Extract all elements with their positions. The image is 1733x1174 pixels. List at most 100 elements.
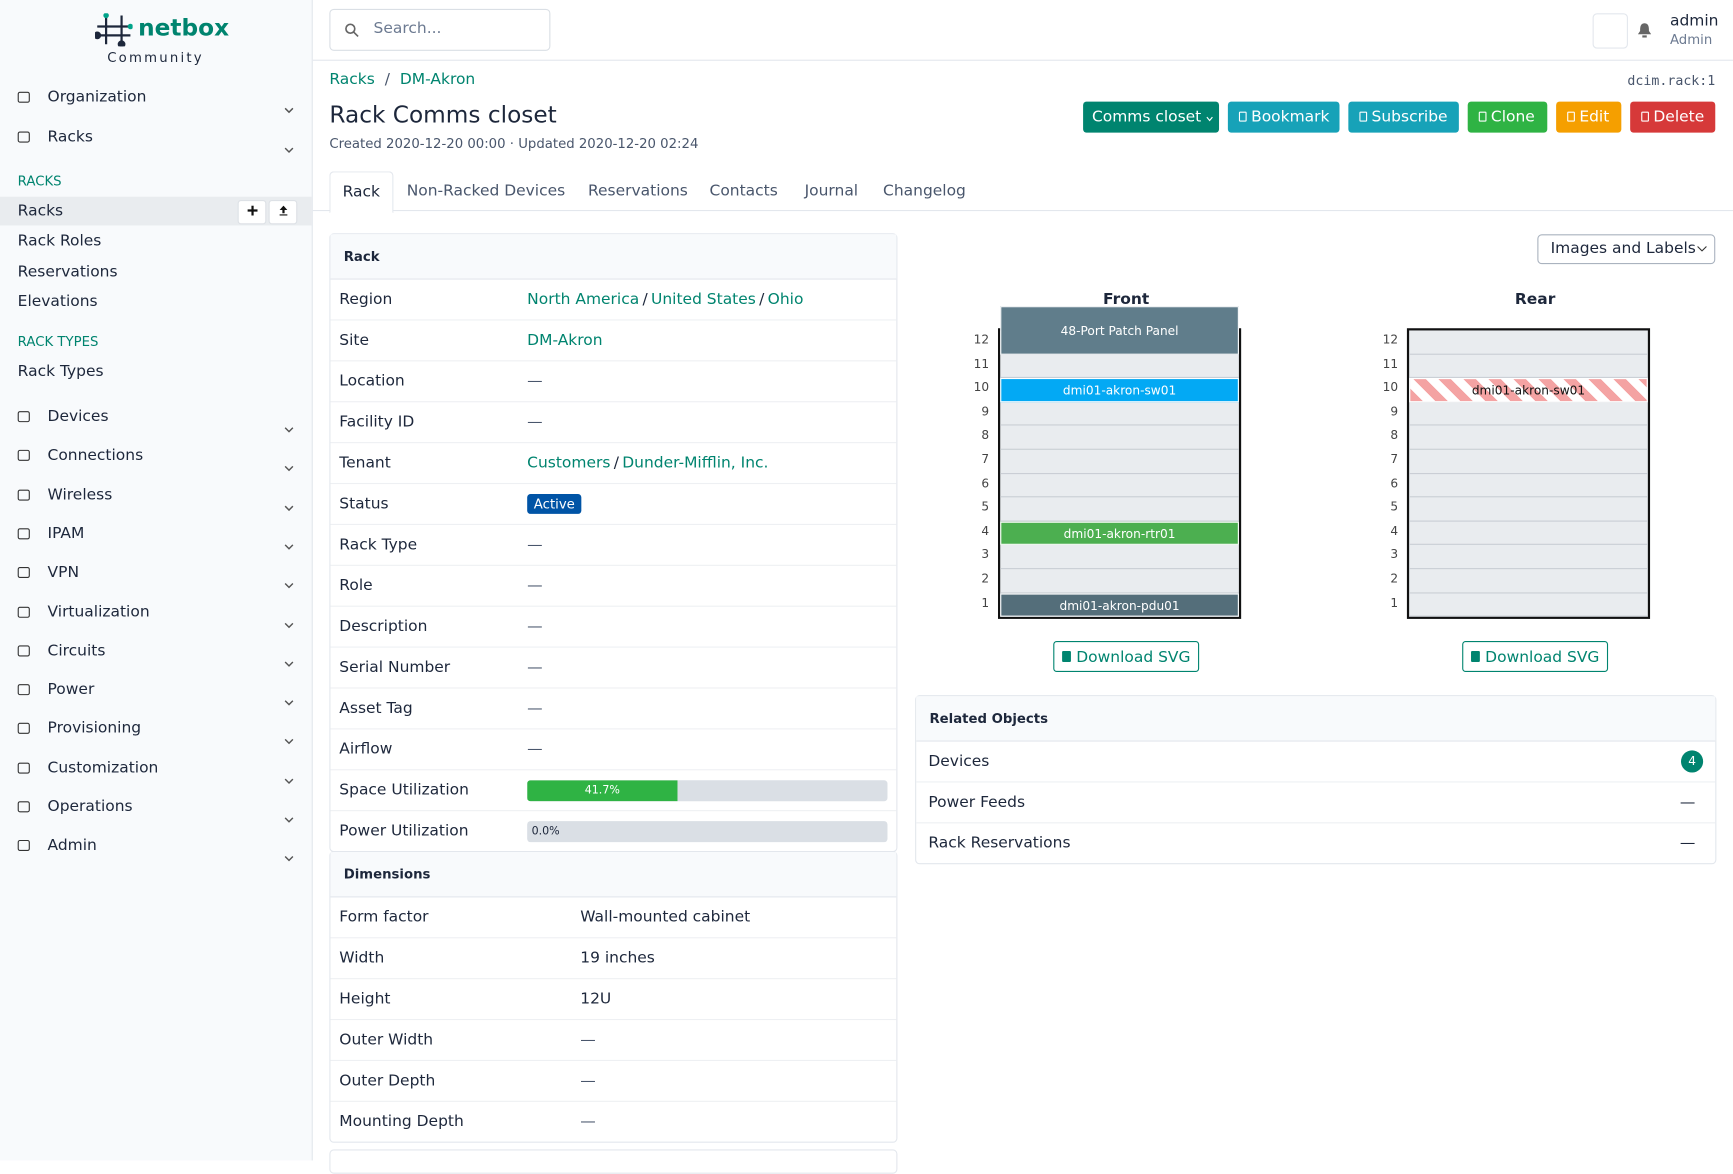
menu-item[interactable]: Connections: [0, 439, 312, 472]
user-name[interactable]: admin: [1669, 12, 1719, 30]
menu-icon: [17, 528, 30, 540]
button-icon: [1478, 111, 1487, 122]
menu-label: Racks: [47, 128, 93, 146]
menu-item[interactable]: Operations: [0, 790, 312, 823]
row-value: —: [527, 729, 542, 769]
bell-icon[interactable]: [1637, 22, 1652, 38]
value-link[interactable]: North America: [527, 290, 640, 309]
action-button[interactable]: Bookmark: [1227, 101, 1340, 133]
menu-chevron: [284, 724, 294, 757]
menu-item[interactable]: Virtualization: [0, 595, 312, 628]
value-link[interactable]: United States: [651, 290, 756, 309]
download-button[interactable]: Download SVG: [1462, 641, 1609, 672]
tab[interactable]: Changelog: [883, 182, 966, 201]
action-button[interactable]: Subscribe: [1348, 101, 1459, 133]
search-icon: [345, 23, 359, 38]
rack-device[interactable]: dmi01-akron-rtr01: [1000, 521, 1239, 546]
menu-chevron: [284, 841, 294, 874]
user-role: Admin: [1669, 32, 1713, 48]
tab[interactable]: Contacts: [709, 182, 778, 201]
unit-number: 6: [981, 475, 990, 491]
row-value: —: [527, 525, 542, 565]
panel-row: Facility ID —: [330, 402, 897, 444]
theme-toggle[interactable]: [1592, 13, 1628, 49]
row-label: Space Utilization: [339, 781, 469, 800]
chevron: [284, 505, 294, 511]
value-link[interactable]: DM-Akron: [527, 331, 603, 350]
menu-item[interactable]: Power: [0, 673, 312, 706]
row-value: Wall-mounted cabinet: [580, 897, 750, 937]
chevron: [284, 466, 294, 472]
plus-icon: [247, 205, 257, 216]
action-button[interactable]: Clone: [1467, 101, 1548, 133]
button-label: Edit: [1579, 108, 1610, 126]
tab-line: [312, 209, 1733, 212]
row-value: Active: [527, 484, 582, 524]
value-link[interactable]: Customers: [527, 454, 611, 472]
tab[interactable]: Non-Racked Devices: [406, 182, 566, 201]
separator: /: [384, 70, 390, 89]
tab[interactable]: Rack: [329, 171, 394, 214]
menu-label: Devices: [47, 407, 109, 426]
row-label[interactable]: Devices: [928, 752, 990, 771]
menu-item[interactable]: Provisioning: [0, 712, 312, 745]
unit-number: 8: [981, 428, 990, 443]
panel-row: Serial Number —: [330, 648, 897, 689]
menu-icon: [17, 567, 30, 579]
view-select[interactable]: Images and Labels: [1537, 234, 1716, 265]
unit-slot: [1409, 354, 1648, 379]
menu-item[interactable]: Admin: [0, 829, 312, 862]
menu-item[interactable]: Devices: [0, 400, 312, 433]
value-text: —: [580, 1031, 596, 1049]
row-value: Customers / Dunder-Mifflin, Inc.: [527, 443, 768, 483]
row-label[interactable]: Power Feeds: [928, 793, 1026, 812]
action-button[interactable]: Comms closet: [1083, 101, 1220, 133]
rack-device[interactable]: 48-Port Patch Panel: [1000, 306, 1239, 355]
menu-item[interactable]: Customization: [0, 751, 312, 784]
rack-device[interactable]: dmi01-akron-sw01: [1000, 378, 1239, 403]
submenu-item[interactable]: Rack Roles: [0, 227, 312, 256]
panel-row: Height 12U: [330, 979, 897, 1021]
download-label: Download SVG: [1076, 648, 1191, 667]
chevron: [284, 107, 294, 114]
unit-number: 4: [1390, 523, 1399, 539]
menu-item[interactable]: Racks: [0, 120, 312, 153]
row-value: 19 inches: [580, 938, 655, 978]
add-button[interactable]: [237, 200, 267, 225]
value-text: —: [527, 699, 543, 718]
menu-item[interactable]: VPN: [0, 556, 312, 589]
download-button[interactable]: Download SVG: [1053, 641, 1200, 672]
action-button[interactable]: Delete: [1630, 101, 1716, 133]
menu-item[interactable]: Organization: [0, 81, 312, 114]
submenu-item[interactable]: Reservations: [0, 257, 312, 286]
tab[interactable]: Reservations: [587, 182, 688, 201]
breadcrumb-link[interactable]: Racks: [329, 70, 375, 89]
panel-row: Space Utilization 41.7%: [330, 770, 897, 812]
value-link[interactable]: Dunder-Mifflin, Inc.: [622, 454, 769, 472]
row-label[interactable]: Rack Reservations: [928, 834, 1071, 853]
row-label: Mounting Depth: [339, 1112, 464, 1131]
breadcrumb-link[interactable]: DM-Akron: [399, 70, 476, 89]
unit-number: 2: [981, 571, 990, 586]
row-value: —: [527, 361, 542, 401]
menu-chevron: [284, 412, 294, 445]
submenu-item[interactable]: Rack Types: [0, 357, 312, 386]
panel-row: Form factor Wall-mounted cabinet: [330, 897, 897, 939]
unit-number: 11: [973, 356, 990, 371]
rack-device[interactable]: dmi01-akron-sw01: [1409, 378, 1648, 403]
button-caret: [1206, 108, 1214, 126]
search-box[interactable]: Search...: [329, 8, 551, 51]
submenu-item[interactable]: Elevations: [0, 287, 312, 316]
menu-item[interactable]: Circuits: [0, 634, 312, 667]
menu-item[interactable]: IPAM: [0, 517, 312, 550]
chevron: [284, 583, 294, 589]
submenu-item[interactable]: Racks: [0, 196, 312, 226]
menu-item[interactable]: Wireless: [0, 478, 312, 511]
value-link[interactable]: Ohio: [767, 290, 804, 309]
rack-device[interactable]: dmi01-akron-pdu01: [1000, 593, 1239, 617]
unit-slot: [1000, 498, 1239, 522]
value-text: —: [580, 1072, 596, 1090]
import-button[interactable]: [268, 200, 298, 225]
tab[interactable]: Journal: [804, 182, 859, 201]
action-button[interactable]: Edit: [1556, 101, 1622, 133]
